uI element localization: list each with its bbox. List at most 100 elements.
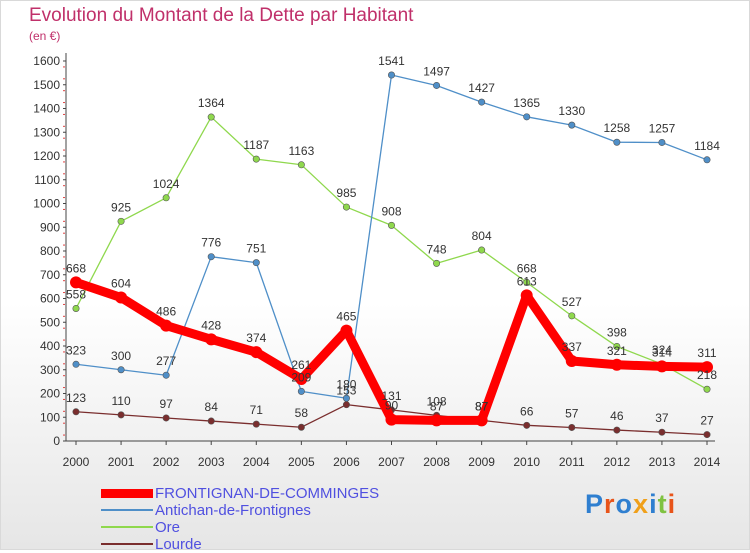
data-point <box>613 342 621 350</box>
data-label: 751 <box>246 242 266 256</box>
data-point <box>703 385 711 393</box>
data-point <box>655 360 668 373</box>
data-point <box>295 373 308 386</box>
data-point <box>385 413 398 426</box>
data-label: 398 <box>607 325 627 339</box>
data-label: 613 <box>517 274 537 288</box>
data-point <box>523 278 531 286</box>
y-tick-label: 1000 <box>33 197 60 211</box>
data-label: 71 <box>250 403 264 417</box>
data-point <box>297 423 305 431</box>
data-label: 153 <box>336 384 356 398</box>
x-tick-label: 2014 <box>694 455 721 469</box>
data-point <box>297 387 305 395</box>
data-label: 314 <box>652 345 672 359</box>
data-point <box>478 246 486 254</box>
x-tick-label: 2006 <box>333 455 360 469</box>
data-label: 1187 <box>243 138 269 152</box>
data-point <box>205 333 218 346</box>
y-tick-label: 1300 <box>33 125 60 139</box>
data-label: 1427 <box>468 81 495 95</box>
x-tick-label: 2012 <box>604 455 631 469</box>
data-point <box>117 411 125 419</box>
legend-label: FRONTIGNAN-DE-COMMINGES <box>155 485 380 502</box>
data-point <box>160 319 173 332</box>
data-label: 1184 <box>694 139 720 153</box>
x-tick-label: 2013 <box>649 455 676 469</box>
y-tick-label: 800 <box>40 244 60 258</box>
data-point <box>658 428 666 436</box>
data-label: 428 <box>201 318 221 332</box>
data-label: 300 <box>111 349 131 363</box>
data-point <box>565 354 578 367</box>
data-point <box>387 221 395 229</box>
data-label: 209 <box>291 370 311 384</box>
data-point <box>252 259 260 267</box>
data-label: 131 <box>381 389 401 403</box>
data-point <box>658 138 666 146</box>
x-tick-label: 2002 <box>153 455 180 469</box>
data-point <box>613 426 621 434</box>
data-point <box>207 113 215 121</box>
data-point <box>478 98 486 106</box>
y-tick-label: 1200 <box>33 149 60 163</box>
y-tick-label: 900 <box>40 220 60 234</box>
proxiti-logo: Proxiti <box>585 489 677 519</box>
data-label: 908 <box>381 204 401 218</box>
data-point <box>252 420 260 428</box>
data-label: 108 <box>427 394 447 408</box>
data-point <box>568 312 576 320</box>
y-tick-label: 0 <box>53 434 60 448</box>
data-point <box>115 291 128 304</box>
data-label: 558 <box>66 287 86 301</box>
data-label: 87 <box>475 399 489 413</box>
data-label: 261 <box>291 358 311 372</box>
data-point <box>342 203 350 211</box>
data-point <box>297 161 305 169</box>
data-point <box>207 253 215 261</box>
y-tick-label: 700 <box>40 268 60 282</box>
data-label: 668 <box>517 261 537 275</box>
data-label: 123 <box>66 391 86 405</box>
legend-swatch <box>101 488 153 498</box>
data-point <box>117 366 125 374</box>
y-tick-label: 300 <box>40 363 60 377</box>
data-label: 748 <box>427 242 447 256</box>
data-label: 985 <box>336 186 356 200</box>
data-point <box>342 394 350 402</box>
data-label: 180 <box>336 377 356 391</box>
x-tick-label: 2008 <box>423 455 450 469</box>
data-label: 58 <box>295 406 309 420</box>
data-point <box>523 113 531 121</box>
data-label: 1541 <box>378 54 405 68</box>
data-label: 66 <box>520 404 534 418</box>
data-point <box>162 371 170 379</box>
data-point <box>430 414 443 427</box>
data-point <box>207 417 215 425</box>
x-tick-label: 2000 <box>63 455 90 469</box>
data-point <box>703 431 711 439</box>
data-label: 27 <box>700 414 714 428</box>
data-label: 46 <box>610 409 624 423</box>
y-tick-label: 500 <box>40 315 60 329</box>
chart-subtitle: (en €) <box>29 29 61 43</box>
data-point <box>523 421 531 429</box>
x-tick-label: 2003 <box>198 455 225 469</box>
data-label: 87 <box>475 399 489 413</box>
data-label: 374 <box>246 331 266 345</box>
data-point <box>610 358 623 371</box>
data-label: 87 <box>430 399 444 413</box>
data-label: 925 <box>111 200 131 214</box>
legend-label: Ore <box>155 519 181 536</box>
data-point <box>72 360 80 368</box>
legend-label: Lourde <box>155 536 202 553</box>
data-label: 1257 <box>649 121 676 135</box>
data-label: 321 <box>607 344 627 358</box>
x-tick-label: 2011 <box>559 455 585 469</box>
data-label: 1163 <box>288 144 314 158</box>
x-tick-label: 2010 <box>513 455 540 469</box>
y-tick-label: 1100 <box>34 173 60 187</box>
data-label: 97 <box>159 397 173 411</box>
y-tick-label: 1500 <box>33 78 60 92</box>
